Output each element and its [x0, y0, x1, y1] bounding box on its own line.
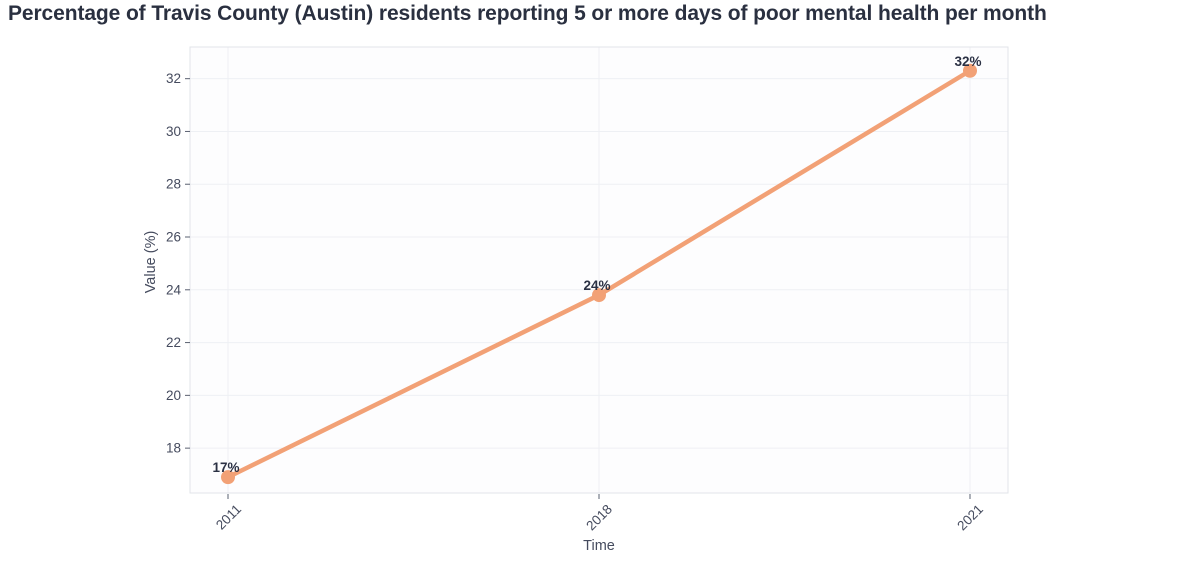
x-tick-label: 2018: [583, 502, 615, 534]
x-tick-label: 2021: [954, 502, 986, 534]
data-point: [963, 63, 977, 78]
x-axis-title: Time: [583, 538, 615, 554]
chart-title: Percentage of Travis County (Austin) res…: [8, 2, 1047, 25]
y-tick-label: 32: [166, 71, 181, 86]
data-point-label: 17%: [212, 460, 239, 475]
data-point-label: 32%: [954, 54, 981, 69]
y-axis-title: Value (%): [143, 230, 159, 294]
x-tick-label: 2011: [213, 502, 244, 533]
data-point-label: 24%: [583, 278, 610, 293]
plot-border: [189, 46, 1009, 494]
y-tick-label: 20: [166, 388, 181, 403]
y-tick-label: 24: [166, 282, 182, 297]
data-point: [221, 470, 235, 485]
y-tick-label: 30: [166, 124, 181, 139]
y-tick-label: 18: [166, 441, 181, 456]
y-tick-label: 26: [166, 230, 181, 245]
data-point: [592, 288, 606, 303]
y-tick-label: 22: [166, 335, 181, 350]
y-tick-label: 28: [166, 177, 181, 192]
